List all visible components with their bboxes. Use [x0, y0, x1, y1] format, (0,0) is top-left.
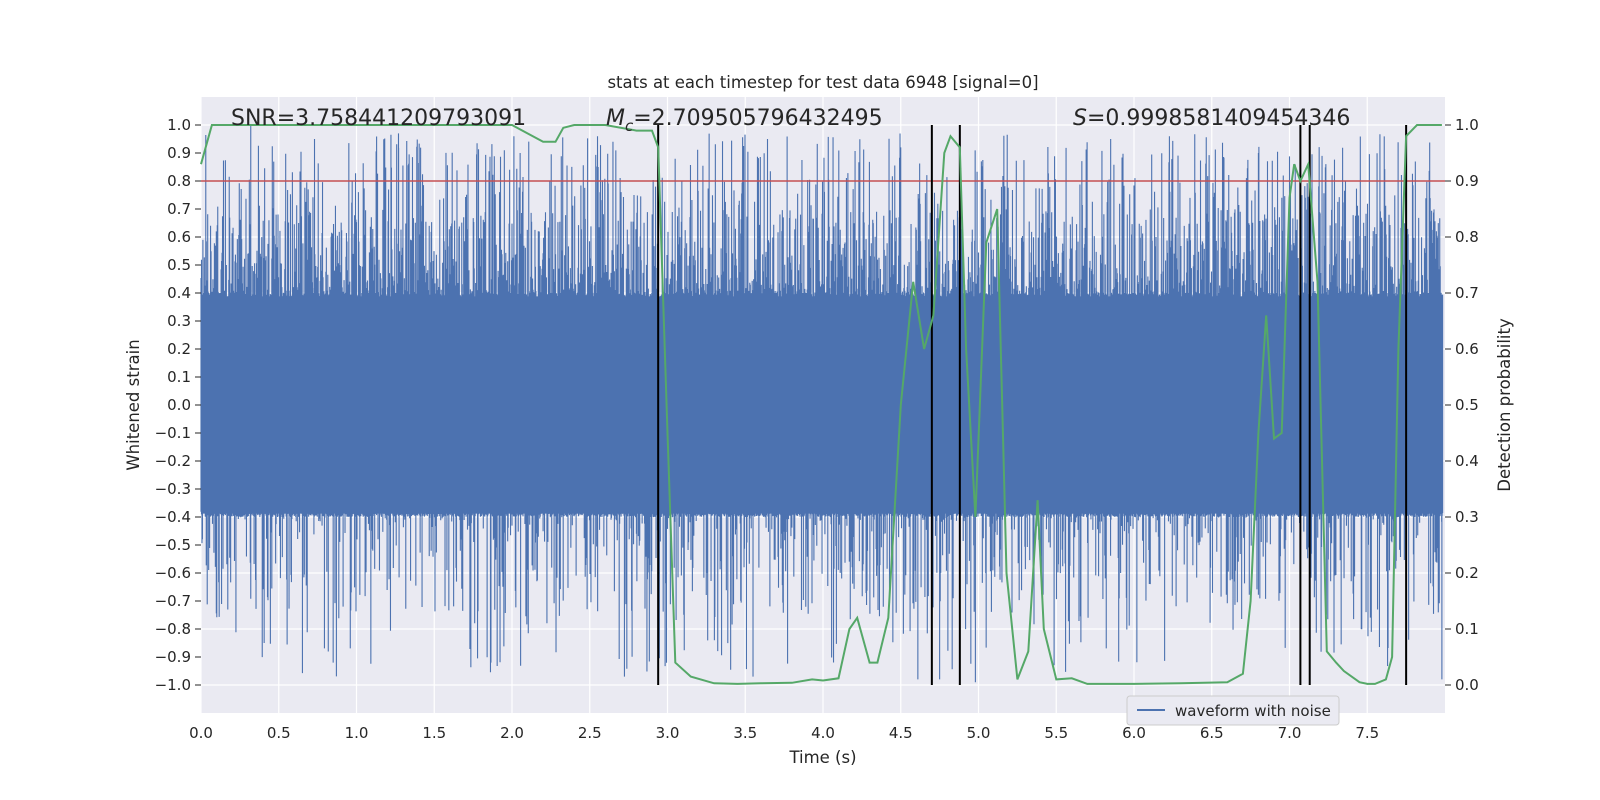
y2-tick-label: 1.0 — [1455, 116, 1479, 134]
y-tick-label: 0.1 — [167, 368, 191, 386]
x-tick-label: 6.5 — [1200, 724, 1224, 742]
y2-tick-label: 0.7 — [1455, 284, 1479, 302]
y2-tick-label: 0.1 — [1455, 620, 1479, 638]
y2-ticks: 1.0 0.9 0.8 0.7 0.6 0.5 0.4 0.3 0.2 0.1 0.0 — [1445, 116, 1479, 694]
y-tick-label: 0.9 — [167, 144, 191, 162]
y-tick-label: 0.4 — [167, 284, 191, 302]
y-tick-label: −0.5 — [155, 536, 191, 554]
mc-subscript: c — [625, 117, 634, 135]
y-tick-label: 0.2 — [167, 340, 191, 358]
x-tick-label: 1.0 — [345, 724, 369, 742]
y-tick-label: −0.3 — [155, 480, 191, 498]
x-tick-label: 3.5 — [733, 724, 757, 742]
waveform-series — [200, 125, 1444, 683]
y-tick-label: 0.6 — [167, 228, 191, 246]
y2-tick-label: 0.8 — [1455, 228, 1479, 246]
x-tick-label: 2.0 — [500, 724, 524, 742]
y-tick-label: −0.9 — [155, 648, 191, 666]
waveform-core-band — [201, 296, 1443, 514]
x-tick-label: 0.5 — [267, 724, 291, 742]
x-tick-label: 7.0 — [1278, 724, 1302, 742]
x-tick-label: 2.5 — [578, 724, 602, 742]
y-tick-label: −0.4 — [155, 508, 191, 526]
x-tick-label: 4.5 — [889, 724, 913, 742]
s-annotation: S=0.9998581409454346 — [1073, 106, 1350, 131]
x-tick-label: 6.0 — [1122, 724, 1146, 742]
x-ticks: 0.0 0.5 1.0 1.5 2.0 2.5 3.0 3.5 4.0 4.5 5.0 5.5 6.0 6… — [189, 724, 1379, 742]
y-tick-label: 0.8 — [167, 172, 191, 190]
y2-tick-label: 0.0 — [1455, 676, 1479, 694]
x-tick-label: 3.0 — [656, 724, 680, 742]
y2-axis-label: Detection probability — [1495, 318, 1514, 492]
y2-tick-label: 0.3 — [1455, 508, 1479, 526]
x-tick-label: 0.0 — [189, 724, 213, 742]
y-tick-label: 0.5 — [167, 256, 191, 274]
vertical-markers — [657, 125, 1408, 685]
y-tick-label: −0.6 — [155, 564, 191, 582]
x-tick-label: 5.0 — [967, 724, 991, 742]
chart-title: stats at each timestep for test data 694… — [607, 73, 1038, 92]
y-tick-label: −0.7 — [155, 592, 191, 610]
chirp-mass-annotation: Mc=2.709505796432495 — [606, 106, 883, 135]
s-value: =0.9998581409454346 — [1087, 106, 1350, 131]
y-ticks: 1.0 0.9 0.8 0.7 0.6 0.5 0.4 0.3 0.2 0.1 0.0 −0.1 −0.… — [155, 116, 201, 694]
y-tick-label: 1.0 — [167, 116, 191, 134]
y2-tick-label: 0.9 — [1455, 172, 1479, 190]
y2-tick-label: 0.2 — [1455, 564, 1479, 582]
y-tick-label: 0.7 — [167, 200, 191, 218]
y-tick-label: −0.2 — [155, 452, 191, 470]
y-tick-label: 0.0 — [167, 396, 191, 414]
x-tick-label: 4.0 — [811, 724, 835, 742]
s-symbol: S — [1073, 106, 1087, 131]
x-tick-label: 1.5 — [422, 724, 446, 742]
y-tick-label: −0.1 — [155, 424, 191, 442]
y-axis-label: Whitened strain — [124, 339, 143, 470]
legend-box — [1126, 695, 1340, 726]
y-tick-label: −0.8 — [155, 620, 191, 638]
mc-symbol: M — [606, 106, 625, 131]
mc-value: =2.709505796432495 — [633, 106, 882, 131]
x-axis-label: Time (s) — [788, 748, 856, 767]
x-tick-label: 5.5 — [1044, 724, 1068, 742]
y-tick-label: −1.0 — [155, 676, 191, 694]
legend: waveform with noise — [1126, 695, 1340, 726]
y2-tick-label: 0.6 — [1455, 340, 1479, 358]
y2-tick-label: 0.5 — [1455, 396, 1479, 414]
detection-probability-series — [200, 124, 1442, 685]
legend-label: waveform with noise — [1175, 702, 1331, 720]
y-tick-label: 0.3 — [167, 312, 191, 330]
snr-annotation: SNR=3.758441209793091 — [231, 106, 526, 131]
x-tick-label: 7.5 — [1355, 724, 1379, 742]
y2-tick-label: 0.4 — [1455, 452, 1479, 470]
